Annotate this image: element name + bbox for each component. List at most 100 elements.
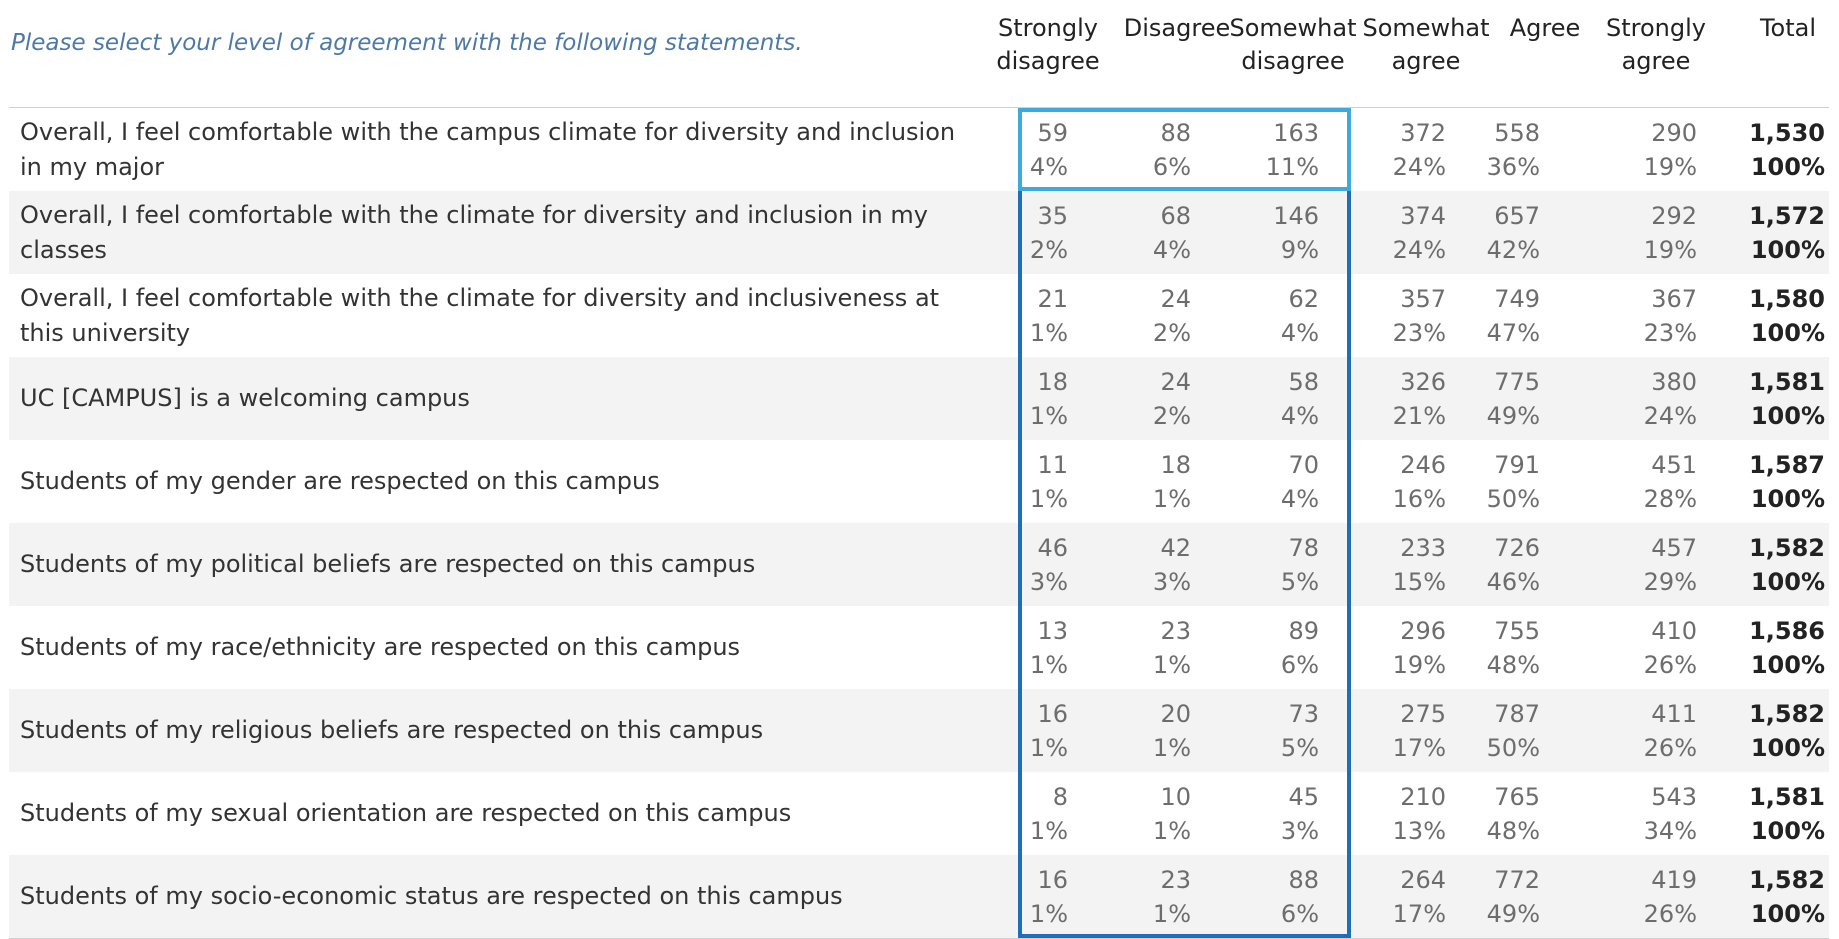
response-cell: 657 42% <box>1420 199 1540 267</box>
percent-value: 3% <box>1280 817 1319 845</box>
percent-value: 13% <box>1392 817 1446 845</box>
count-value: 357 <box>1400 285 1446 313</box>
count-value: 70 <box>1288 451 1319 479</box>
count-value: 23 <box>1160 617 1191 645</box>
count-value: 410 <box>1651 617 1697 645</box>
statement-label: Students of my gender are respected on t… <box>20 467 660 495</box>
column-header-line: Disagree <box>1123 14 1231 42</box>
count-value: 726 <box>1494 534 1540 562</box>
count-value: 246 <box>1400 451 1446 479</box>
response-cell: 264 17% <box>1326 863 1446 931</box>
response-cell: 419 26% <box>1577 863 1697 931</box>
response-cell: 451 28% <box>1577 448 1697 516</box>
response-cell: 357 23% <box>1326 282 1446 350</box>
count-value: 163 <box>1273 119 1319 147</box>
statement-label: Students of my religious beliefs are res… <box>20 716 764 744</box>
total-cell: 1,586 100% <box>1705 614 1825 682</box>
table-row: Overall, I feel comfortable with the cam… <box>9 108 1829 191</box>
percent-value: 2% <box>1152 402 1191 430</box>
percent-value: 100% <box>1750 817 1825 845</box>
count-value: 13 <box>1037 617 1068 645</box>
count-value: 68 <box>1160 202 1191 230</box>
count-value: 1,582 <box>1749 700 1825 728</box>
table-row: Overall, I feel comfortable with the cli… <box>9 274 1829 357</box>
count-value: 24 <box>1160 368 1191 396</box>
count-value: 23 <box>1160 866 1191 894</box>
percent-value: 100% <box>1750 900 1825 928</box>
count-value: 35 <box>1037 202 1068 230</box>
column-header-line: Somewhat <box>1229 14 1357 42</box>
total-cell: 1,572 100% <box>1705 199 1825 267</box>
response-cell: 42 3% <box>1071 531 1191 599</box>
count-value: 21 <box>1037 285 1068 313</box>
percent-value: 5% <box>1280 568 1319 596</box>
response-cell: 290 19% <box>1577 116 1697 184</box>
percent-value: 1% <box>1152 900 1191 928</box>
percent-value: 23% <box>1392 319 1446 347</box>
total-cell: 1,530 100% <box>1705 116 1825 184</box>
percent-value: 100% <box>1750 734 1825 762</box>
percent-value: 28% <box>1643 485 1697 513</box>
response-cell: 755 48% <box>1420 614 1540 682</box>
column-header-line: Somewhat <box>1362 14 1490 42</box>
count-value: 775 <box>1494 368 1540 396</box>
percent-value: 23% <box>1643 319 1697 347</box>
column-header: Disagree <box>1097 12 1257 45</box>
percent-value: 26% <box>1643 734 1697 762</box>
response-cell: 296 19% <box>1326 614 1446 682</box>
count-value: 787 <box>1494 700 1540 728</box>
count-value: 58 <box>1288 368 1319 396</box>
response-cell: 8 1% <box>948 780 1068 848</box>
percent-value: 100% <box>1750 319 1825 347</box>
count-value: 73 <box>1288 700 1319 728</box>
percent-value: 16% <box>1392 485 1446 513</box>
count-value: 372 <box>1400 119 1446 147</box>
count-value: 146 <box>1273 202 1319 230</box>
percent-value: 2% <box>1029 236 1068 264</box>
percent-value: 15% <box>1392 568 1446 596</box>
response-cell: 410 26% <box>1577 614 1697 682</box>
percent-value: 100% <box>1750 485 1825 513</box>
count-value: 1,587 <box>1749 451 1825 479</box>
response-cell: 62 4% <box>1199 282 1319 350</box>
column-header: Strongly disagree <box>968 12 1128 78</box>
response-cell: 35 2% <box>948 199 1068 267</box>
response-cell: 558 36% <box>1420 116 1540 184</box>
response-cell: 775 49% <box>1420 365 1540 433</box>
percent-value: 21% <box>1392 402 1446 430</box>
count-value: 264 <box>1400 866 1446 894</box>
percent-value: 2% <box>1152 319 1191 347</box>
count-value: 10 <box>1160 783 1191 811</box>
statement-label: Overall, I feel comfortable with the cli… <box>20 200 928 264</box>
count-value: 755 <box>1494 617 1540 645</box>
response-cell: 374 24% <box>1326 199 1446 267</box>
percent-value: 46% <box>1486 568 1540 596</box>
percent-value: 6% <box>1280 900 1319 928</box>
count-value: 411 <box>1651 700 1697 728</box>
count-value: 543 <box>1651 783 1697 811</box>
percent-value: 50% <box>1486 485 1540 513</box>
count-value: 749 <box>1494 285 1540 313</box>
percent-value: 1% <box>1029 900 1068 928</box>
response-cell: 23 1% <box>1071 614 1191 682</box>
percent-value: 1% <box>1029 485 1068 513</box>
response-cell: 45 3% <box>1199 780 1319 848</box>
table-row: UC [CAMPUS] is a welcoming campus 18 1% 24 2… <box>9 357 1829 440</box>
count-value: 233 <box>1400 534 1446 562</box>
percent-value: 1% <box>1029 319 1068 347</box>
count-value: 16 <box>1037 866 1068 894</box>
table-row: Students of my race/ethnicity are respec… <box>9 606 1829 689</box>
column-header: Total <box>1708 12 1839 45</box>
response-cell: 726 46% <box>1420 531 1540 599</box>
count-value: 88 <box>1288 866 1319 894</box>
response-cell: 73 5% <box>1199 697 1319 765</box>
count-value: 1,530 <box>1749 119 1825 147</box>
percent-value: 1% <box>1029 817 1068 845</box>
table-row: Students of my political beliefs are res… <box>9 523 1829 606</box>
response-cell: 70 4% <box>1199 448 1319 516</box>
response-cell: 13 1% <box>948 614 1068 682</box>
count-value: 210 <box>1400 783 1446 811</box>
table-row: Students of my religious beliefs are res… <box>9 689 1829 772</box>
percent-value: 6% <box>1280 651 1319 679</box>
response-cell: 543 34% <box>1577 780 1697 848</box>
